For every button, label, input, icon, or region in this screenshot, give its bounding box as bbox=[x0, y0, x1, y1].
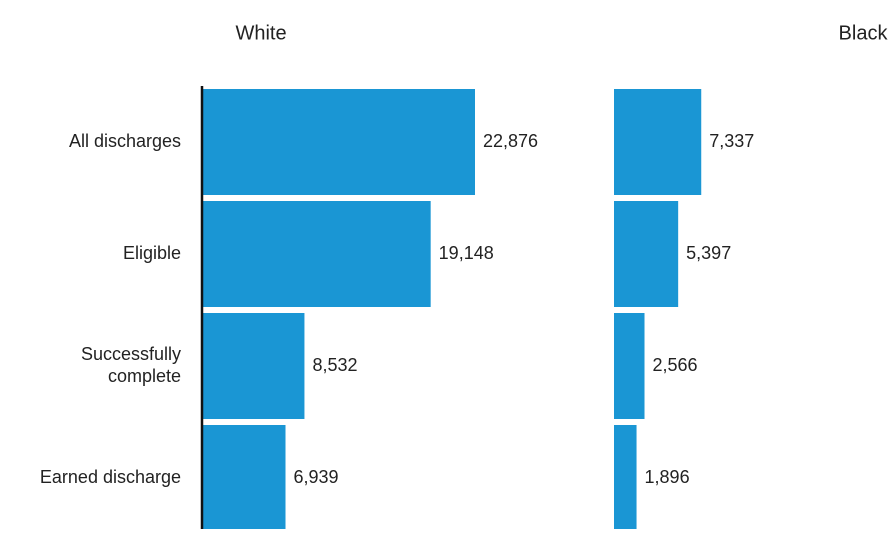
data-label: 7,337 bbox=[709, 131, 754, 151]
bar bbox=[203, 425, 286, 531]
data-label: 1,896 bbox=[645, 467, 690, 487]
panel-title: White bbox=[235, 22, 286, 44]
category-label: Successfully complete bbox=[81, 344, 181, 386]
bar bbox=[614, 201, 679, 307]
data-label: 2,566 bbox=[653, 355, 698, 375]
data-label: 8,532 bbox=[312, 355, 357, 375]
bar bbox=[203, 89, 475, 195]
category-label-line: Eligible bbox=[123, 243, 181, 263]
bar bbox=[203, 313, 305, 419]
category-label: Eligible bbox=[123, 243, 181, 263]
panel-title: Black bbox=[839, 22, 889, 44]
category-label-line: complete bbox=[108, 366, 181, 386]
category-label: Earned discharge bbox=[40, 467, 181, 487]
bar bbox=[614, 313, 645, 419]
category-label: All discharges bbox=[69, 131, 181, 151]
category-label-line: All discharges bbox=[69, 131, 181, 151]
bar bbox=[614, 425, 637, 531]
data-label: 22,876 bbox=[483, 131, 538, 151]
data-label: 5,397 bbox=[686, 243, 731, 263]
data-label: 19,148 bbox=[439, 243, 494, 263]
bar bbox=[614, 89, 702, 195]
category-label-line: Earned discharge bbox=[40, 467, 181, 487]
bar bbox=[203, 201, 431, 307]
category-label-line: Successfully bbox=[81, 344, 181, 364]
data-label: 6,939 bbox=[294, 467, 339, 487]
